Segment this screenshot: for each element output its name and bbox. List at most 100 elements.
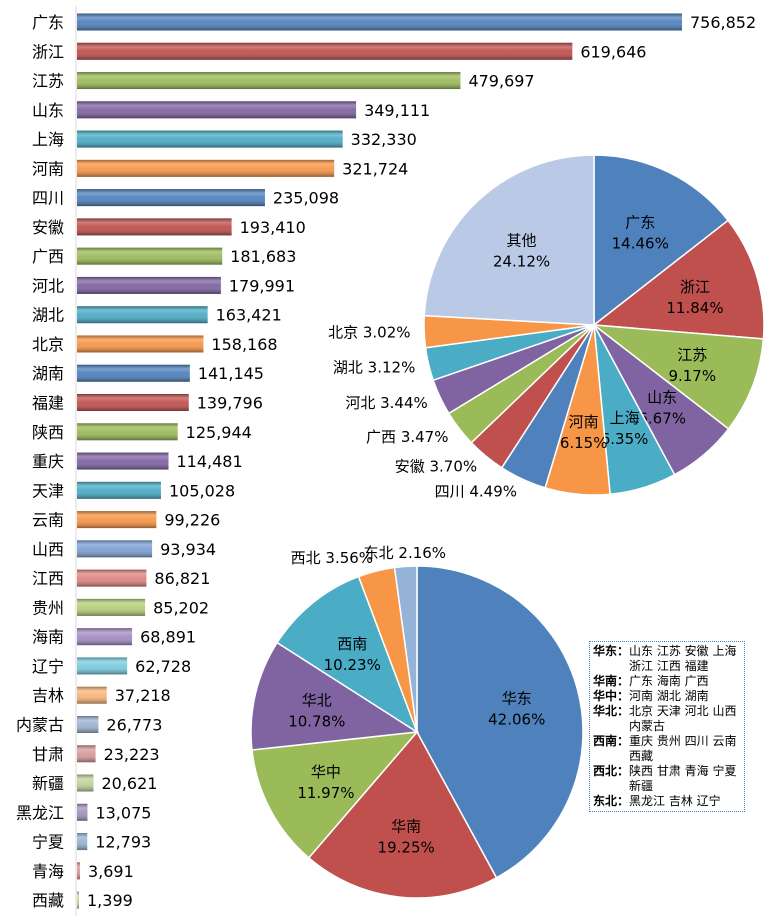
pie-outside-label: 西北 3.56% [291, 549, 373, 567]
bar-value-label: 141,145 [198, 364, 264, 383]
bar-value-label: 349,111 [364, 101, 430, 120]
pie-slice-name: 广西 [366, 428, 401, 446]
bar-bevel [77, 452, 169, 470]
bar-bevel [77, 72, 461, 90]
bar-category-label: 广东 [32, 13, 64, 32]
pie-slice-name: 湖北 [333, 358, 368, 376]
bar-value-label: 86,821 [154, 569, 210, 588]
pie-slice-name: 河南 [569, 413, 599, 431]
pie-slice-name: 江苏 [677, 346, 707, 364]
bar-value-label: 1,399 [87, 891, 133, 910]
bar-value-label: 193,410 [240, 218, 306, 237]
pie-slice-percent: 3.56% [325, 549, 373, 567]
region-pie-chart: 华东 42.06% 华南 19.25% 华中 11.97% 华北 10.78% 西南 10.23%… [250, 544, 584, 899]
bar-value-label: 181,683 [230, 247, 296, 266]
bar-value-label: 99,226 [164, 511, 220, 530]
bar-value-label: 20,621 [101, 774, 157, 793]
bar-category-label: 辽宁 [32, 657, 64, 676]
bar-category-label: 新疆 [32, 774, 64, 793]
bar-value-label: 179,991 [229, 276, 295, 295]
bar-category-label: 河北 [32, 276, 64, 295]
bar-value-label: 68,891 [140, 628, 196, 647]
pie-slice-percent: 4.49% [469, 483, 517, 501]
bar-category-label: 甘肃 [32, 745, 64, 764]
pie-slice-percent: 19.25% [378, 838, 435, 856]
bar-value-label: 321,724 [342, 159, 408, 178]
bar-category-label: 贵州 [32, 598, 64, 617]
pie-outside-label: 湖北 3.12% [333, 358, 415, 376]
bar-bevel [77, 511, 157, 529]
legend-region: 华北： [593, 704, 630, 718]
pie-slice-percent: 11.84% [666, 299, 723, 317]
legend-row: 华东： 山东 江苏 安徽 上海 浙江 江西 福建 [593, 644, 741, 674]
bar-category-label: 山西 [32, 540, 64, 559]
bar-value-label: 26,773 [106, 715, 162, 734]
bar-bevel [77, 657, 128, 675]
pie-slice-name: 广东 [625, 213, 655, 231]
pie-outside-label: 四川 4.49% [435, 483, 517, 501]
bar-category-label: 陕西 [32, 423, 64, 442]
pie-slice [423, 154, 595, 326]
bar-value-label: 93,934 [160, 540, 216, 559]
pie-slice [250, 641, 420, 751]
bar-value-label: 3,691 [88, 862, 134, 881]
bar-bevel [77, 686, 107, 704]
bar-value-label: 139,796 [197, 394, 263, 413]
bar-category-label: 重庆 [32, 452, 64, 471]
legend-region: 华东： [593, 644, 630, 658]
legend-provinces: 陕西 甘肃 青海 宁夏 新疆 [629, 764, 737, 793]
pie-slice-name: 华东 [502, 690, 532, 708]
pie-outside-label: 广西 3.47% [366, 428, 448, 446]
bar-category-label: 宁夏 [32, 833, 64, 852]
pie-slice-name: 安徽 [395, 458, 430, 476]
bar-bevel [77, 715, 99, 733]
pie-slice-percent: 10.23% [324, 656, 381, 674]
bar-bevel [77, 13, 682, 31]
legend-row: 华中： 河南 湖北 湖南 [593, 689, 741, 704]
legend-row: 华南： 广东 海南 广西 [593, 674, 741, 689]
pie-slice-name: 华北 [302, 692, 332, 710]
pie-slice [307, 730, 498, 899]
bar-category-label: 湖北 [32, 306, 64, 325]
legend-region: 西南： [593, 734, 630, 748]
bar-value-label: 13,075 [95, 803, 151, 822]
bar-bevel [77, 130, 343, 148]
bar-bevel [77, 569, 147, 587]
bar-value-label: 105,028 [169, 481, 235, 500]
bar-category-label: 西藏 [32, 891, 64, 910]
bar-category-label: 浙江 [32, 42, 64, 61]
bar-value-label: 479,697 [468, 72, 534, 91]
pie-slice [593, 154, 730, 327]
bar-value-label: 62,728 [135, 657, 191, 676]
province-pie-chart: 广东 14.46% 浙江 11.84% 江苏 9.17% 山东 6.67%上海 6.35%河南 6… [328, 154, 765, 501]
legend-row: 西北： 陕西 甘肃 青海 宁夏 新疆 [593, 764, 741, 794]
bar-bevel [77, 335, 204, 353]
bar-category-label: 海南 [32, 628, 64, 647]
pie-slice-name: 河北 [345, 394, 380, 412]
legend-row: 华北： 北京 天津 河北 山西 内蒙古 [593, 704, 741, 734]
bar-value-label: 37,218 [115, 686, 171, 705]
bar-bevel [77, 598, 146, 616]
legend-region: 华中： [593, 689, 630, 703]
pie-slice-percent: 24.12% [493, 252, 550, 270]
bar-category-label: 北京 [32, 335, 64, 354]
bar-bevel [77, 745, 96, 763]
bar-value-label: 125,944 [186, 423, 252, 442]
bar-bevel [77, 247, 223, 265]
pie-slice [591, 324, 765, 430]
bar-value-label: 332,330 [351, 130, 417, 149]
bar-bevel [77, 481, 161, 499]
pie-slice-percent: 9.17% [668, 367, 716, 385]
bar-value-label: 756,852 [690, 13, 756, 32]
pie-slice-percent: 6.35% [601, 430, 649, 448]
pie-slice [251, 731, 419, 859]
bar-category-label: 江苏 [32, 72, 64, 91]
legend-region: 西北： [593, 764, 630, 778]
legend-provinces: 北京 天津 河北 山西 内蒙古 [629, 704, 737, 733]
bar-bevel [77, 276, 221, 294]
pie-slice-name: 上海 [610, 409, 640, 427]
legend-provinces: 广东 海南 广西 [629, 674, 709, 688]
pie-outside-label: 安徽 3.70% [395, 458, 477, 476]
legend-region: 东北： [593, 794, 630, 808]
